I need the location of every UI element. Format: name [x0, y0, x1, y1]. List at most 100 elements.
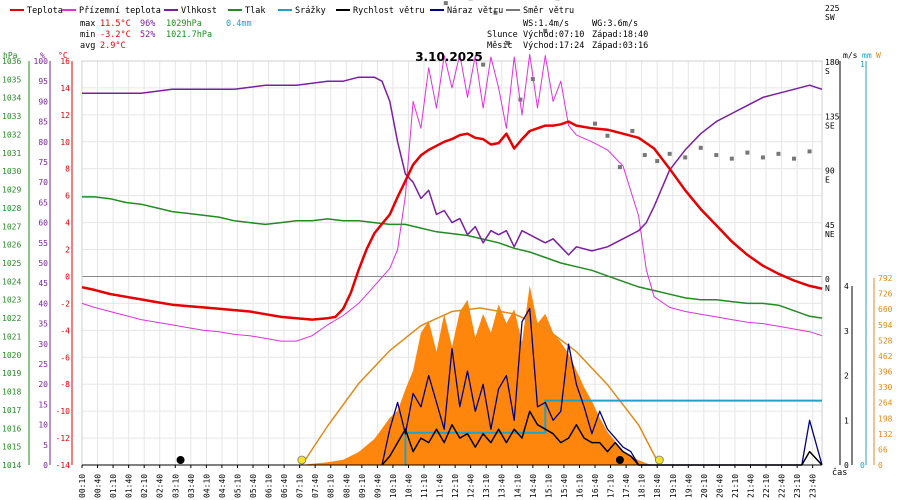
tick-humidity: 95 — [38, 77, 48, 86]
tick-humidity: 10 — [38, 421, 48, 430]
tick-solar: 792 — [878, 274, 893, 283]
legend-label: Rychlost větru — [353, 6, 425, 16]
stat-min-temp: -3.2°C — [100, 30, 131, 40]
x-tick-label: 14:10 — [513, 474, 522, 498]
tick-humidity: 25 — [38, 360, 48, 369]
legend-label: Přízemní teplota — [79, 6, 161, 16]
tick-wind-speed: 3 — [844, 327, 849, 336]
wind-ws: WS:1.4m/s — [523, 19, 569, 29]
wind-dir-point — [760, 155, 765, 160]
x-tick-label: 12:40 — [467, 474, 476, 498]
tick-wind-speed: 0 — [844, 461, 849, 470]
tick-humidity: 75 — [38, 158, 48, 167]
x-tick-label: 22:40 — [778, 474, 787, 498]
wind-dir-point — [630, 128, 635, 133]
x-tick-label: 18:40 — [653, 474, 662, 498]
axis-unit-temp: °C — [58, 51, 68, 60]
stat-max-hum: 96% — [140, 19, 155, 29]
tick-humidity: 100 — [34, 57, 49, 66]
x-tick-label: 13:10 — [482, 474, 491, 498]
axis-unit-humidity: % — [40, 51, 45, 60]
wind-dir-point — [617, 165, 622, 170]
tick-humidity: 90 — [38, 97, 48, 106]
x-tick-label: 19:40 — [684, 474, 693, 498]
legend-label: Teplota — [27, 6, 63, 16]
tick-solar: 132 — [878, 430, 893, 439]
wind-wg: WG:3.6m/s — [592, 19, 638, 29]
moon-set: Západ:03:16 — [592, 41, 648, 51]
x-tick-label: 21:40 — [746, 474, 755, 498]
wind-dir-point — [683, 155, 688, 160]
x-tick-label: 06:10 — [265, 474, 274, 498]
series-rychlost-vetru — [381, 410, 823, 466]
tick-humidity: 80 — [38, 138, 48, 147]
stat-min-hum: 52% — [140, 30, 155, 40]
x-tick-label: 14:40 — [529, 474, 538, 498]
tick-wind-speed: 2 — [844, 372, 849, 381]
wind-dir-point — [792, 156, 797, 161]
x-tick-label: 01:10 — [109, 474, 118, 498]
chart-title: 3.10.2025 — [415, 50, 483, 64]
x-tick-label: 13:40 — [498, 474, 507, 498]
wind-dir-point — [481, 62, 486, 67]
tick-temperature: 8 — [65, 165, 70, 174]
tick-pressure: 1033 — [2, 112, 21, 121]
tick-solar: 264 — [878, 399, 893, 408]
wind-dir-point — [698, 145, 703, 150]
tick-pressure: 1036 — [2, 57, 21, 66]
tick-pressure: 1018 — [2, 388, 21, 397]
tick-humidity: 30 — [38, 340, 48, 349]
tick-wind-dir-name: S — [825, 67, 830, 76]
tick-pressure: 1014 — [2, 461, 21, 470]
solar-area — [299, 285, 661, 466]
tick-solar: 660 — [878, 305, 893, 314]
tick-pressure: 1035 — [2, 75, 21, 84]
tick-temperature: 14 — [60, 84, 70, 93]
x-tick-label: 23:40 — [809, 474, 818, 498]
tick-pressure: 1031 — [2, 149, 21, 158]
wind-dir-point — [729, 156, 734, 161]
x-tick-label: 04:40 — [218, 474, 227, 498]
tick-pressure: 1028 — [2, 204, 21, 213]
x-tick-label: 03:40 — [187, 474, 196, 498]
x-tick-label: 05:40 — [249, 474, 258, 498]
axis-unit-rain: mm — [862, 51, 872, 60]
wind-dir-point — [655, 159, 660, 164]
tick-solar: 198 — [878, 414, 893, 423]
tick-humidity: 40 — [38, 299, 48, 308]
series-teplota — [81, 120, 823, 321]
moonrise-marker — [615, 456, 624, 464]
tick-humidity: 85 — [38, 118, 48, 127]
x-tick-label: 16:10 — [575, 474, 584, 498]
tick-temperature: -12 — [56, 434, 71, 443]
x-tick-label: 09:40 — [373, 474, 382, 498]
tick-wind-speed: 1 — [844, 416, 849, 425]
tick-temperature: 10 — [60, 138, 70, 147]
tick-temperature: -14 — [56, 461, 71, 470]
series-prizemni-teplota — [81, 53, 823, 342]
tick-temperature: -10 — [56, 407, 71, 416]
wind-dir-point — [505, 40, 510, 45]
tick-humidity: 20 — [38, 380, 48, 389]
series-tlak — [82, 196, 823, 319]
tick-pressure: 1024 — [2, 277, 21, 286]
legend-label: Vlhkost — [181, 6, 217, 16]
tick-temperature: 4 — [65, 219, 70, 228]
x-tick-label: 07:40 — [311, 474, 320, 498]
wind-dir-point — [543, 28, 548, 33]
wind-dir-point — [667, 151, 672, 156]
x-tick-label: 20:40 — [715, 474, 724, 498]
stat-max-temp: 11.5°C — [100, 19, 131, 29]
stat-min-label: min — [80, 30, 95, 40]
tick-humidity: 0 — [43, 461, 48, 470]
tick-pressure: 1032 — [2, 130, 21, 139]
tick-rain: 0 — [860, 461, 865, 470]
tick-pressure: 1022 — [2, 314, 21, 323]
x-tick-label: 00:40 — [94, 474, 103, 498]
wind-dir-point — [745, 150, 750, 155]
sunset-marker — [654, 455, 664, 465]
tick-humidity: 45 — [38, 279, 48, 288]
tick-humidity: 50 — [38, 259, 48, 268]
tick-pressure: 1034 — [2, 94, 21, 103]
